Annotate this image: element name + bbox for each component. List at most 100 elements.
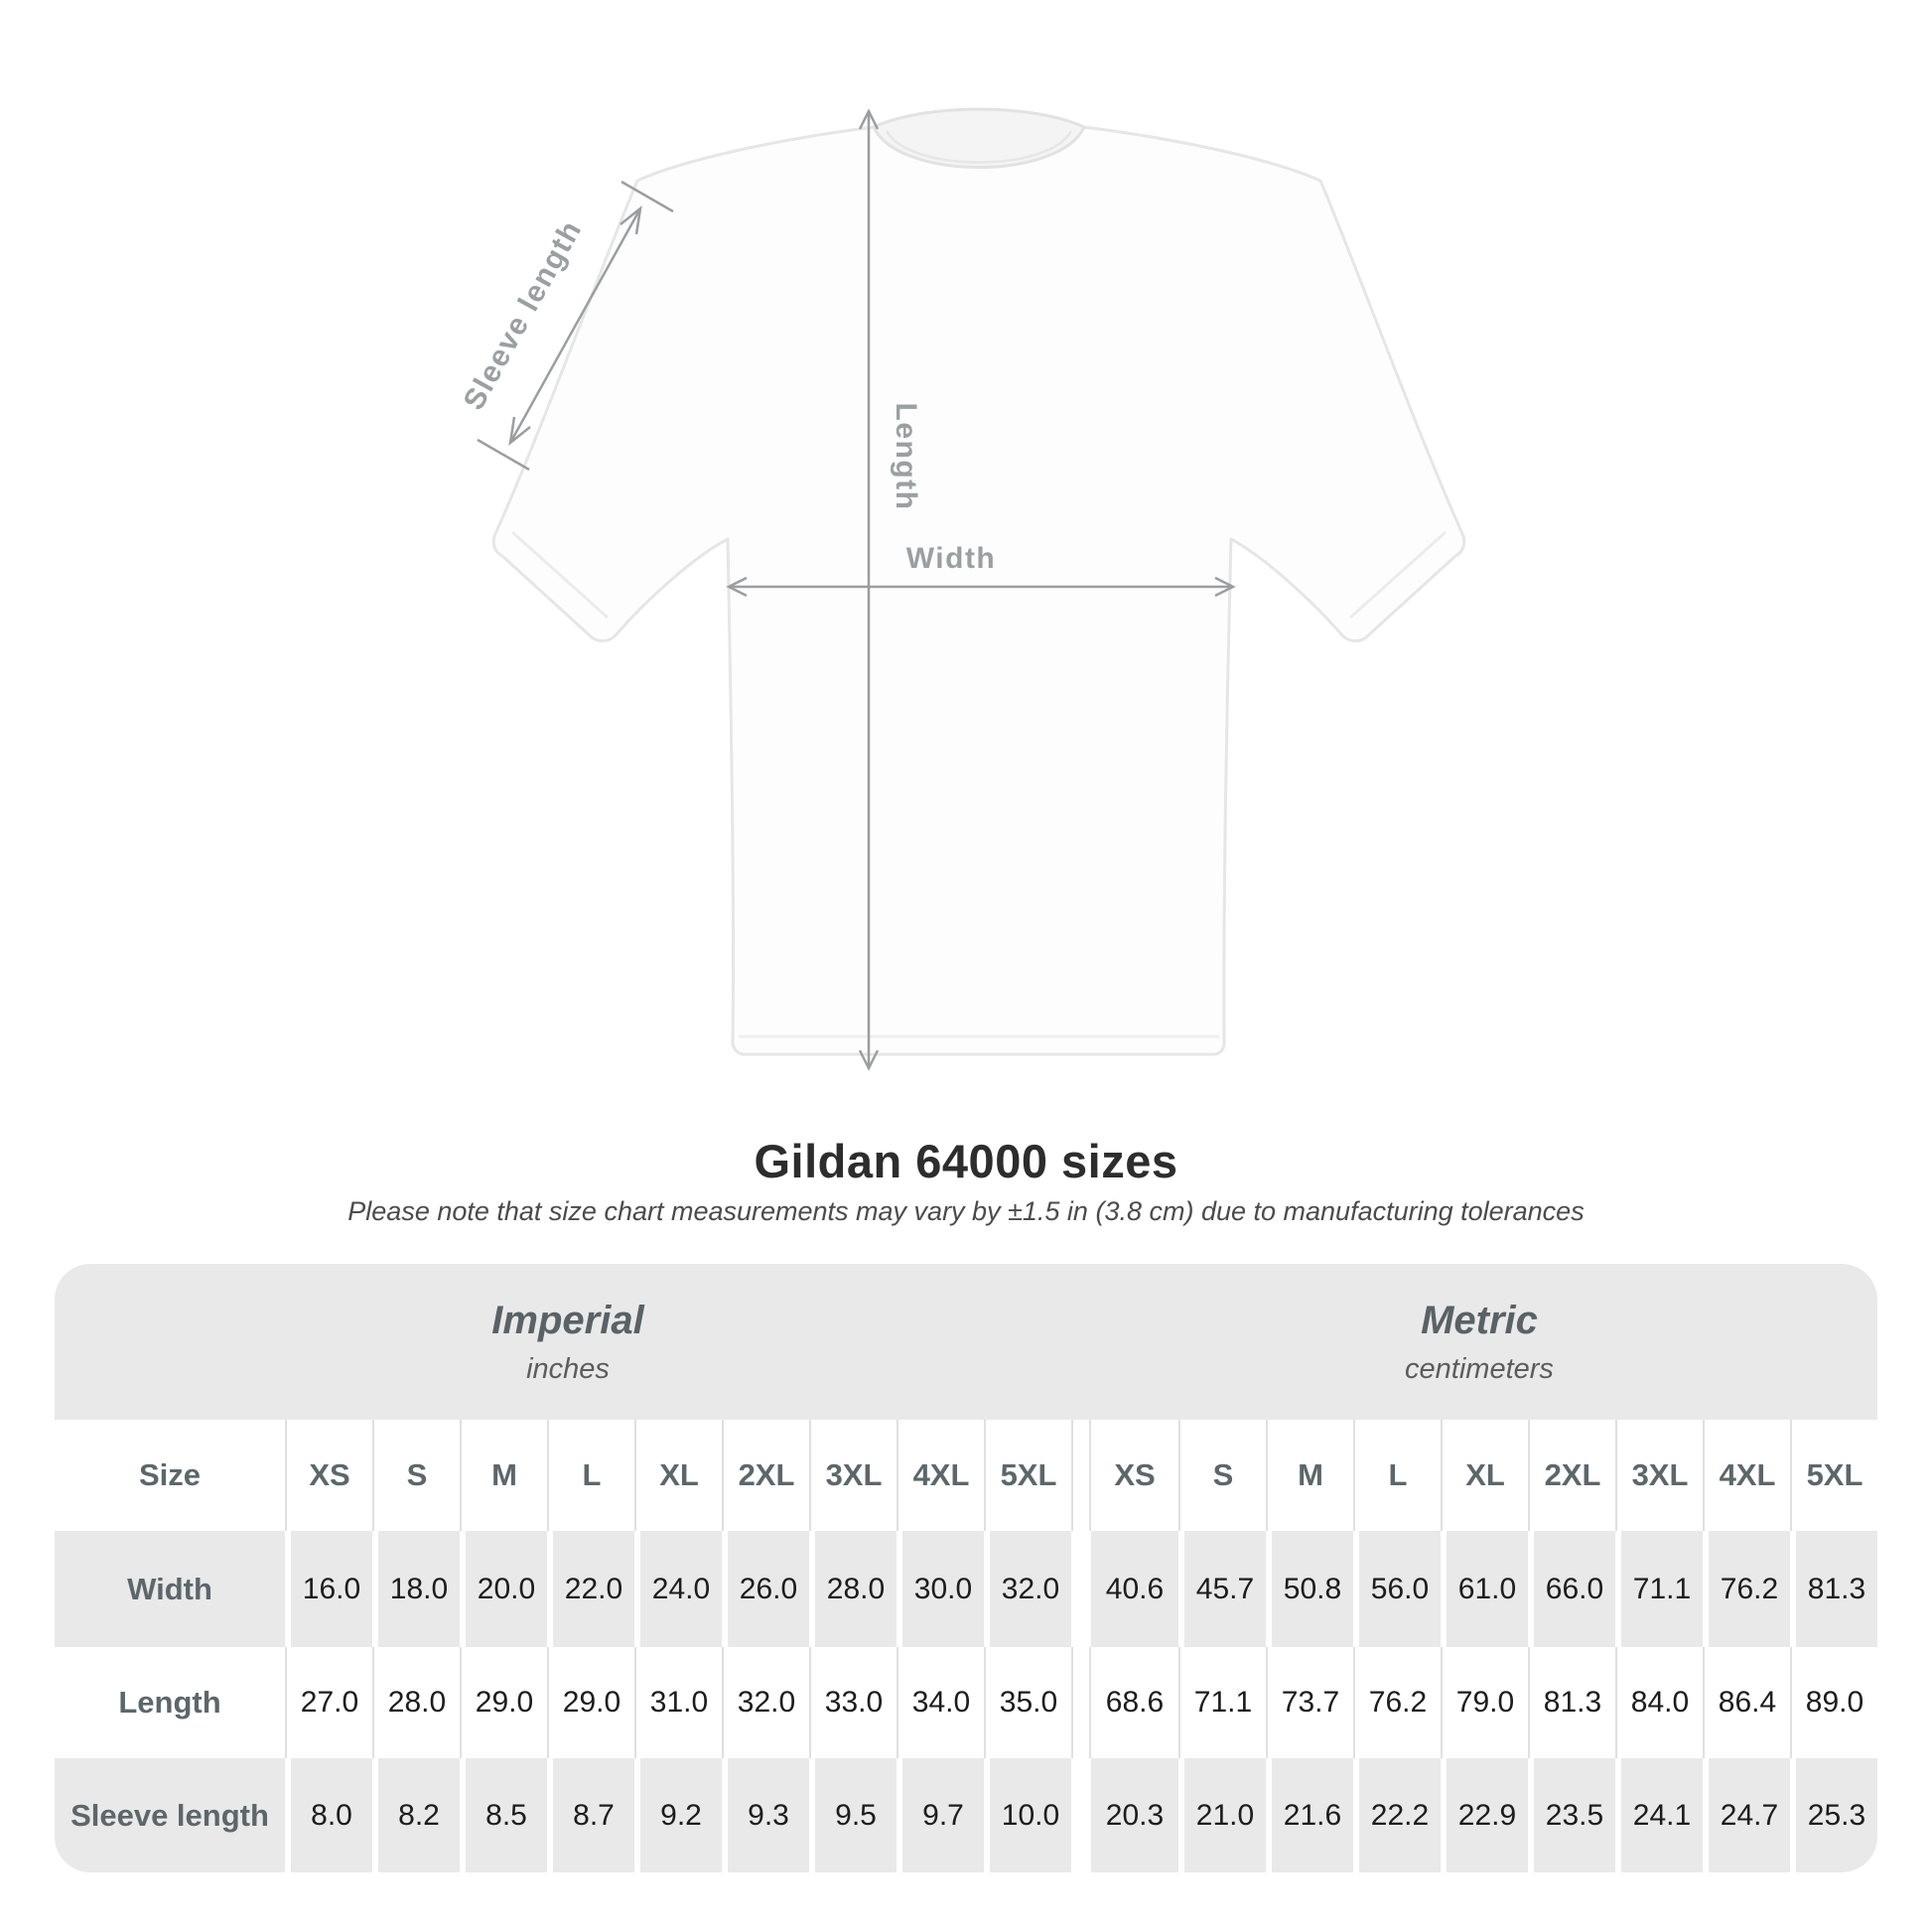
value-cell-imperial: 8.0 — [285, 1758, 372, 1872]
table-row: Size XS S M L XL 2XL 3XL 4XL 5XL XS S M L XL 2XL 3XL 4XL 5… — [55, 1420, 1877, 1531]
table-row: Length 27.0 28.0 29.0 29.0 31.0 32.0 33.0 34.0 35… — [55, 1647, 1877, 1758]
value-cell-metric: 76.2 — [1703, 1531, 1790, 1647]
value-cell-metric: 73.7 — [1266, 1647, 1353, 1758]
size-col-header-metric: 3XL — [1615, 1420, 1703, 1531]
value-cell-metric: 20.3 — [1091, 1758, 1178, 1872]
value-cell-imperial: 10.0 — [984, 1758, 1071, 1872]
size-col-header-metric: XS — [1091, 1420, 1178, 1531]
value-cell-metric: 81.3 — [1790, 1531, 1877, 1647]
collar — [872, 107, 1086, 169]
value-cell-metric: 23.5 — [1528, 1758, 1615, 1872]
value-cell-metric: 56.0 — [1353, 1531, 1441, 1647]
value-cell-metric: 66.0 — [1528, 1531, 1615, 1647]
value-cell-imperial: 34.0 — [897, 1647, 984, 1758]
value-cell-metric: 22.9 — [1441, 1758, 1528, 1872]
size-col-header-metric: M — [1266, 1420, 1353, 1531]
table-row: Width 16.0 18.0 20.0 22.0 24.0 26.0 28.0 30.0 32.… — [55, 1531, 1877, 1647]
size-col-header-metric: XL — [1441, 1420, 1528, 1531]
size-col-header-metric: L — [1353, 1420, 1441, 1531]
size-table: Imperial inches Metric centimeters Size X… — [55, 1264, 1877, 1872]
value-cell-metric: 21.6 — [1266, 1758, 1353, 1872]
size-col-header-imperial: 5XL — [984, 1420, 1071, 1531]
value-cell-imperial: 20.0 — [460, 1531, 547, 1647]
tshirt-measurement-diagram: Sleeve length Length Width — [458, 107, 1466, 1071]
page-title: Gildan 64000 sizes — [754, 1135, 1178, 1187]
value-cell-imperial: 32.0 — [984, 1531, 1071, 1647]
value-cell-metric: 71.1 — [1178, 1647, 1266, 1758]
size-col-header-metric: 2XL — [1528, 1420, 1615, 1531]
row-label: Width — [55, 1531, 285, 1647]
imperial-header: Imperial inches — [55, 1264, 1081, 1420]
size-col-header-imperial: L — [547, 1420, 634, 1531]
value-cell-metric: 86.4 — [1703, 1647, 1790, 1758]
unit-split-spacer — [1071, 1647, 1091, 1758]
tolerance-note: Please note that size chart measurements… — [347, 1196, 1585, 1226]
size-col-header-imperial: S — [372, 1420, 460, 1531]
size-table-body: Size XS S M L XL 2XL 3XL 4XL 5XL XS S M L XL 2XL 3XL 4XL 5… — [55, 1420, 1877, 1872]
value-cell-metric: 45.7 — [1178, 1531, 1266, 1647]
size-col-header-imperial: M — [460, 1420, 547, 1531]
value-cell-metric: 81.3 — [1528, 1647, 1615, 1758]
value-cell-imperial: 29.0 — [547, 1647, 634, 1758]
size-col-header-imperial: 3XL — [809, 1420, 897, 1531]
dimension-lines — [477, 108, 1236, 1071]
size-corner-label: Size — [55, 1420, 285, 1531]
value-cell-metric: 68.6 — [1091, 1647, 1178, 1758]
row-label: Sleeve length — [55, 1758, 285, 1872]
value-cell-metric: 71.1 — [1615, 1531, 1703, 1647]
value-cell-imperial: 27.0 — [285, 1647, 372, 1758]
value-cell-imperial: 9.3 — [722, 1758, 809, 1872]
value-cell-imperial: 28.0 — [372, 1647, 460, 1758]
length-label: Length — [890, 403, 922, 511]
size-col-header-imperial: XS — [285, 1420, 372, 1531]
value-cell-imperial: 24.0 — [634, 1531, 722, 1647]
value-cell-imperial: 9.5 — [809, 1758, 897, 1872]
value-cell-metric: 24.1 — [1615, 1758, 1703, 1872]
imperial-unit: inches — [526, 1352, 610, 1385]
table-row: Sleeve length 8.0 8.2 8.5 8.7 9.2 9.3 9.5 9.7 10.… — [55, 1758, 1877, 1872]
metric-header: Metric centimeters — [1081, 1264, 1877, 1420]
value-cell-metric: 79.0 — [1441, 1647, 1528, 1758]
value-cell-metric: 76.2 — [1353, 1647, 1441, 1758]
value-cell-imperial: 28.0 — [809, 1531, 897, 1647]
value-cell-imperial: 32.0 — [722, 1647, 809, 1758]
value-cell-metric: 25.3 — [1790, 1758, 1877, 1872]
value-cell-metric: 24.7 — [1703, 1758, 1790, 1872]
value-cell-metric: 84.0 — [1615, 1647, 1703, 1758]
value-cell-metric: 61.0 — [1441, 1531, 1528, 1647]
imperial-title: Imperial — [491, 1298, 644, 1342]
value-cell-imperial: 33.0 — [809, 1647, 897, 1758]
size-col-header-metric: 4XL — [1703, 1420, 1790, 1531]
value-cell-imperial: 29.0 — [460, 1647, 547, 1758]
row-label: Length — [55, 1647, 285, 1758]
value-cell-metric: 22.2 — [1353, 1758, 1441, 1872]
unit-split-spacer — [1071, 1531, 1091, 1647]
value-cell-imperial: 8.5 — [460, 1758, 547, 1872]
unit-split-spacer — [1071, 1420, 1091, 1531]
size-col-header-imperial: 4XL — [897, 1420, 984, 1531]
value-cell-imperial: 16.0 — [285, 1531, 372, 1647]
size-col-header-metric: 5XL — [1790, 1420, 1877, 1531]
value-cell-metric: 21.0 — [1178, 1758, 1266, 1872]
value-cell-imperial: 8.2 — [372, 1758, 460, 1872]
value-cell-imperial: 18.0 — [372, 1531, 460, 1647]
size-col-header-metric: S — [1178, 1420, 1266, 1531]
metric-unit: centimeters — [1405, 1352, 1554, 1385]
value-cell-imperial: 26.0 — [722, 1531, 809, 1647]
size-col-header-imperial: XL — [634, 1420, 722, 1531]
value-cell-imperial: 30.0 — [897, 1531, 984, 1647]
value-cell-metric: 40.6 — [1091, 1531, 1178, 1647]
value-cell-imperial: 9.7 — [897, 1758, 984, 1872]
value-cell-imperial: 31.0 — [634, 1647, 722, 1758]
unit-header-band: Imperial inches Metric centimeters — [55, 1264, 1877, 1420]
size-col-header-imperial: 2XL — [722, 1420, 809, 1531]
value-cell-imperial: 35.0 — [984, 1647, 1071, 1758]
value-cell-metric: 89.0 — [1790, 1647, 1877, 1758]
metric-title: Metric — [1421, 1298, 1538, 1342]
value-cell-imperial: 8.7 — [547, 1758, 634, 1872]
tshirt-illustration — [491, 107, 1466, 1056]
value-cell-imperial: 9.2 — [634, 1758, 722, 1872]
sleeve-length-arrow — [508, 207, 642, 444]
value-cell-imperial: 22.0 — [547, 1531, 634, 1647]
